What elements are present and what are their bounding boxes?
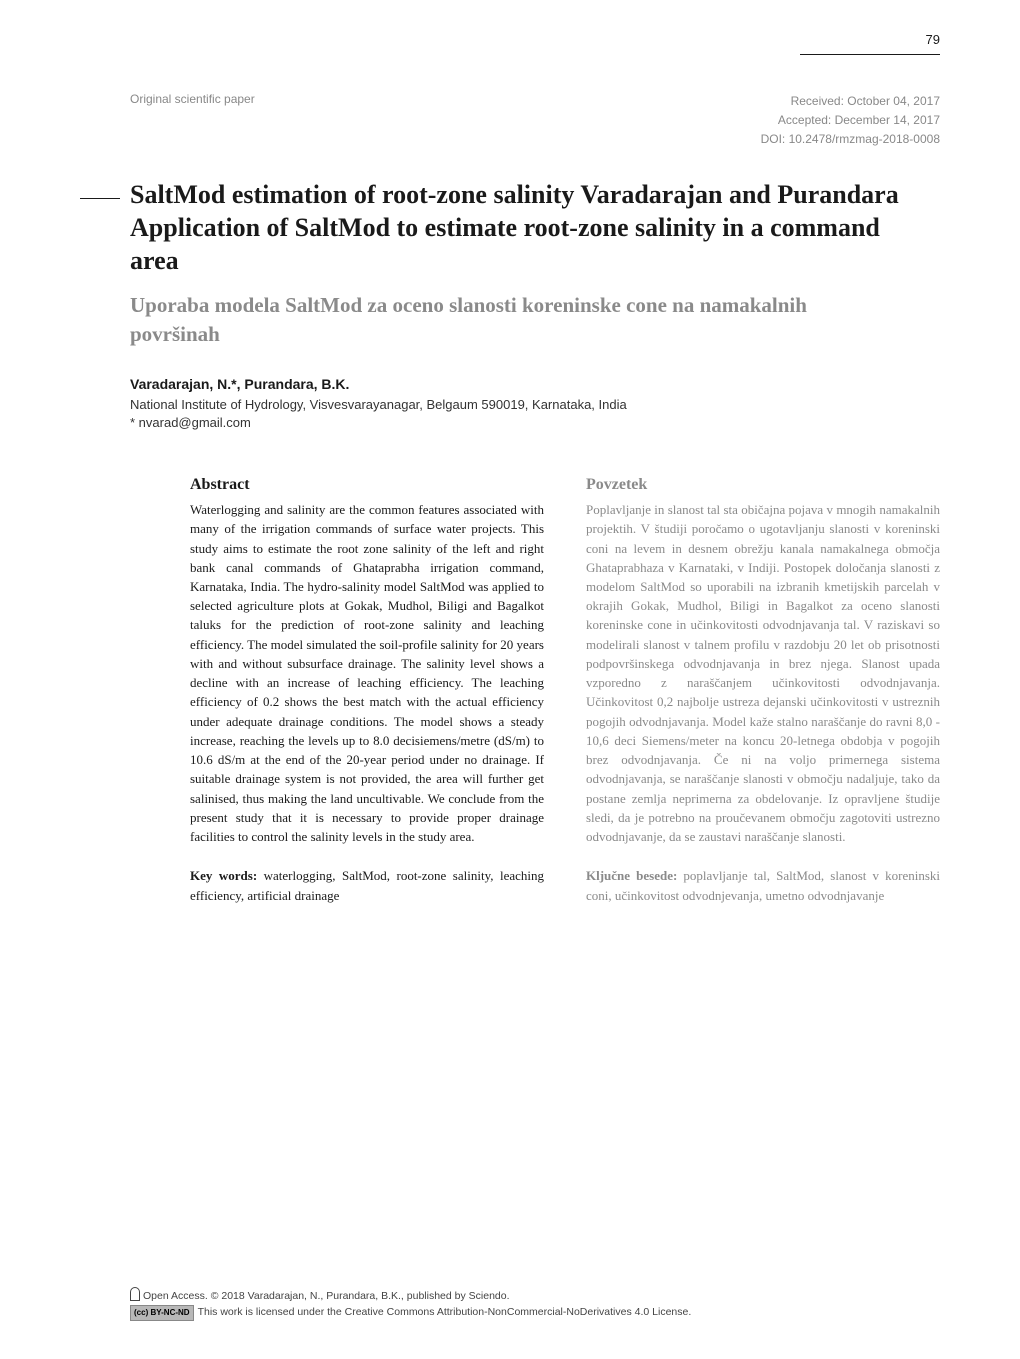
side-rule [80, 198, 120, 199]
abstract-heading-sl: Povzetek [586, 476, 940, 494]
keywords-label-en: Key words: [190, 868, 257, 883]
page: 79 Original scientific paper Received: O… [0, 0, 1020, 1359]
right-column: Povzetek Poplavljanje in slanost tal sta… [586, 476, 940, 905]
keywords-en: Key words: waterlogging, SaltMod, root-z… [190, 866, 544, 904]
doi: DOI: 10.2478/rmzmag-2018-0008 [761, 130, 940, 149]
left-column: Abstract Waterlogging and salinity are t… [190, 476, 544, 905]
top-rule [800, 54, 940, 55]
abstract-columns: Abstract Waterlogging and salinity are t… [130, 476, 940, 905]
abstract-body-sl: Poplavljanje in slanost tal sta običajna… [586, 500, 940, 846]
cc-badge: (cc) BY-NC-ND [130, 1305, 194, 1321]
footer-line1: Open Access. © 2018 Varadarajan, N., Pur… [130, 1285, 691, 1305]
meta-row: Original scientific paper Received: Octo… [130, 92, 940, 150]
page-number: 79 [926, 32, 940, 47]
accepted-date: Accepted: December 14, 2017 [761, 111, 940, 130]
keywords-label-sl: Ključne besede: [586, 868, 677, 883]
article-title: SaltMod estimation of root-zone salinity… [130, 178, 940, 278]
footer-line2: (cc) BY-NC-ND This work is licensed under… [130, 1305, 691, 1321]
abstract-body-en: Waterlogging and salinity are the common… [190, 500, 544, 846]
open-access-icon [130, 1287, 140, 1301]
abstract-heading-en: Abstract [190, 476, 544, 494]
affiliation: National Institute of Hydrology, Visvesv… [130, 397, 940, 412]
keywords-sl: Ključne besede: poplavljanje tal, SaltMo… [586, 866, 940, 904]
open-access-text: Open Access. © 2018 Varadarajan, N., Pur… [143, 1290, 510, 1302]
meta-right: Received: October 04, 2017 Accepted: Dec… [761, 92, 940, 150]
received-date: Received: October 04, 2017 [761, 92, 940, 111]
license-text: This work is licensed under the Creative… [198, 1306, 692, 1318]
article-subtitle: Uporaba modela SaltMod za oceno slanosti… [130, 291, 940, 348]
paper-type: Original scientific paper [130, 92, 255, 150]
corresponding-email: * nvarad@gmail.com [130, 415, 940, 430]
authors: Varadarajan, N.*, Purandara, B.K. [130, 376, 940, 392]
footer: Open Access. © 2018 Varadarajan, N., Pur… [130, 1285, 691, 1321]
